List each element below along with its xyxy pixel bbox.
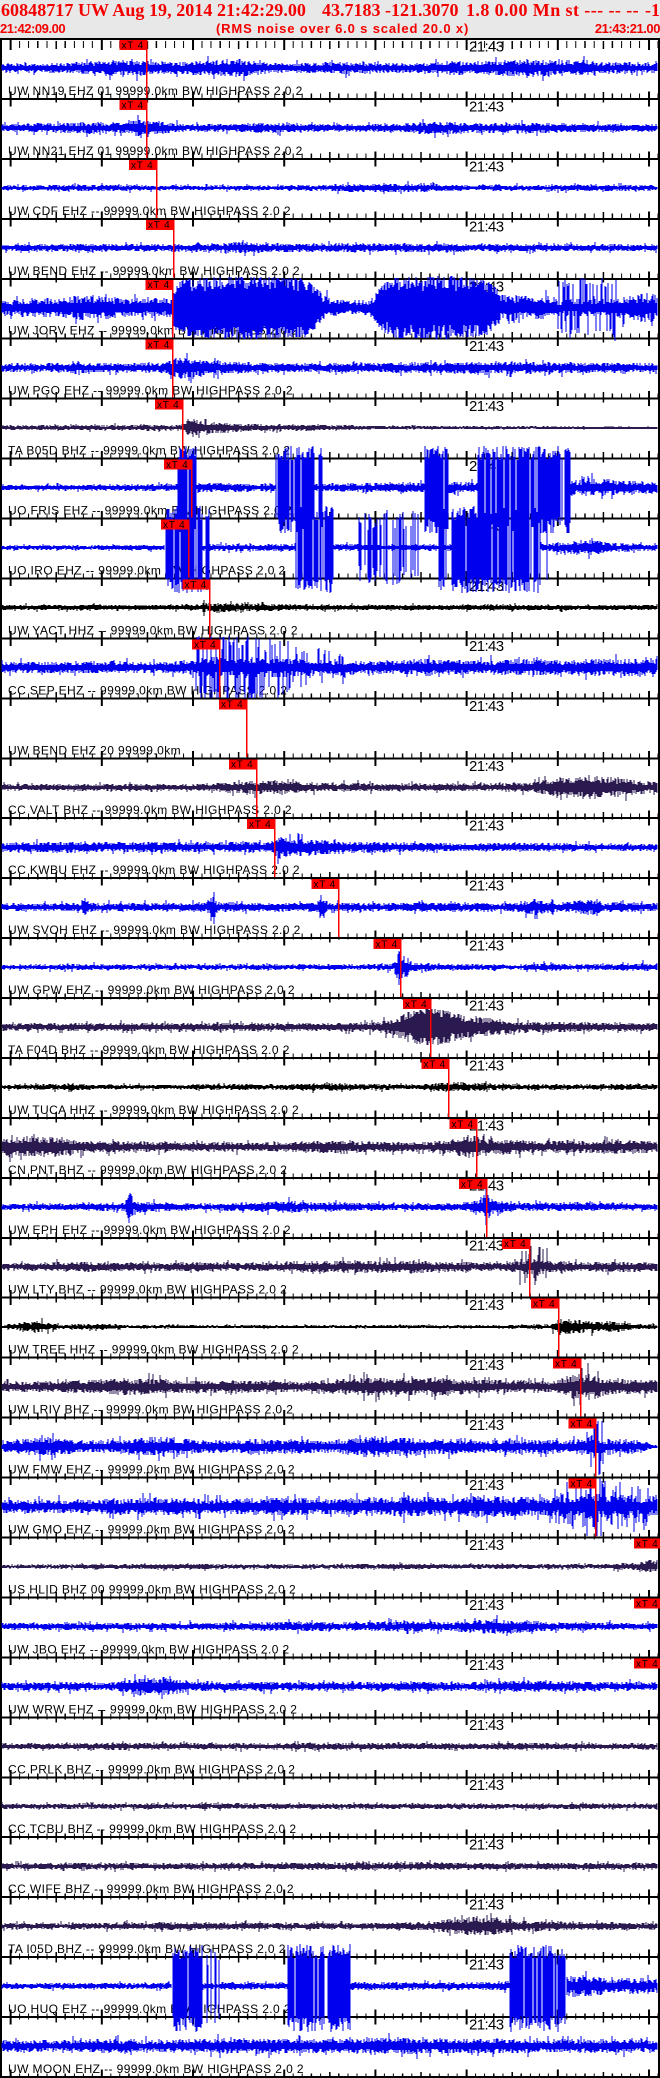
svg-text:xT 4: xT 4 (461, 1179, 483, 1190)
svg-text:21:43: 21:43 (469, 218, 504, 235)
svg-text:21:43: 21:43 (469, 1537, 504, 1554)
svg-text:xT 4: xT 4 (636, 1539, 658, 1550)
svg-text:xT 4: xT 4 (636, 1659, 658, 1670)
svg-text:xT 4: xT 4 (636, 1599, 658, 1610)
svg-text:21:43: 21:43 (469, 818, 504, 835)
svg-text:TA F04D BHZ -- 99999.0km BW H: TA F04D BHZ -- 99999.0km BW HIGHPASS 2.0… (8, 1043, 290, 1057)
svg-text:21:43: 21:43 (469, 398, 504, 415)
svg-text:UW YACT HHZ -- 99999.0km BW H: UW YACT HHZ -- 99999.0km BW HIGHPASS 2.0… (8, 623, 298, 637)
svg-text:TA B05D BHZ -- 99999.0km BW H: TA B05D BHZ -- 99999.0km BW HIGHPASS 2.0… (8, 444, 290, 458)
svg-text:CC WIFE BHZ -- 99999.0km BW H: CC WIFE BHZ -- 99999.0km BW HIGHPASS 2.0… (8, 1882, 294, 1896)
svg-text:US HLID BHZ 00 99999.0km BW H: US HLID BHZ 00 99999.0km BW HIGHPASS 2.0… (8, 1582, 296, 1596)
svg-text:21:43: 21:43 (469, 998, 504, 1015)
svg-text:21:43: 21:43 (469, 1597, 504, 1614)
svg-text:21:43: 21:43 (469, 1237, 504, 1254)
svg-text:UO HUQ EHZ -- 99999.0km BW HI: UO HUQ EHZ -- 99999.0km BW HIGHPASS 2.0 … (8, 2002, 291, 2016)
svg-text:21:43: 21:43 (469, 758, 504, 775)
svg-text:21:43: 21:43 (469, 98, 504, 115)
svg-text:UW FMW EHZ -- 99999.0km BW HI: UW FMW EHZ -- 99999.0km BW HIGHPASS 2.0 … (8, 1463, 295, 1477)
svg-text:UW CDF EHZ -- 99999.0km BW HI: UW CDF EHZ -- 99999.0km BW HIGHPASS 2.0 … (8, 204, 291, 218)
svg-text:UW TREE HHZ -- 99999.0km BW H: UW TREE HHZ -- 99999.0km BW HIGHPASS 2.0… (8, 1343, 299, 1357)
svg-text:xT 4: xT 4 (148, 280, 170, 291)
svg-text:xT 4: xT 4 (122, 40, 144, 51)
svg-text:xT 4: xT 4 (194, 640, 216, 651)
svg-text:21:43: 21:43 (469, 1357, 504, 1374)
svg-text:TA I05D BHZ -- 99999.0km BW H: TA I05D BHZ -- 99999.0km BW HIGHPASS 2.0… (8, 1942, 286, 1956)
svg-text:UW EPH EHZ -- 99999.0km BW HI: UW EPH EHZ -- 99999.0km BW HIGHPASS 2.0 … (8, 1223, 291, 1237)
svg-text:21:43: 21:43 (469, 938, 504, 955)
svg-text:xT 4: xT 4 (221, 700, 243, 711)
svg-text:xT 4: xT 4 (157, 400, 179, 411)
svg-text:CC PRLK BHZ -- 99999.0km BW H: CC PRLK BHZ -- 99999.0km BW HIGHPASS 2.0… (8, 1762, 295, 1776)
svg-text:xT 4: xT 4 (131, 160, 153, 171)
svg-text:xT 4: xT 4 (452, 1119, 474, 1130)
svg-text:xT 4: xT 4 (571, 1479, 593, 1490)
svg-text:UW JBO EHZ -- 99999.0km BW HI: UW JBO EHZ -- 99999.0km BW HIGHPASS 2.0 … (8, 1642, 290, 1656)
svg-text:21:43: 21:43 (469, 2017, 504, 2034)
svg-text:UW BEND EHZ 20 99999.0km: UW BEND EHZ 20 99999.0km (8, 743, 181, 757)
svg-text:CN PNT BHZ -- 99999.0km BW HI: CN PNT BHZ -- 99999.0km BW HIGHPASS 2.0 … (8, 1163, 287, 1177)
svg-text:UW MOON EHZ -- 99999.0km BW H: UW MOON EHZ -- 99999.0km BW HIGHPASS 2.0… (8, 2062, 304, 2076)
svg-text:UW LRIV BHZ -- 99999.0km BW H: UW LRIV BHZ -- 99999.0km BW HIGHPASS 2.0… (8, 1403, 293, 1417)
svg-text:xT 4: xT 4 (555, 1359, 577, 1370)
svg-text:21:43: 21:43 (469, 1957, 504, 1974)
svg-text:xT 4: xT 4 (163, 520, 185, 531)
svg-text:21:43: 21:43 (469, 1837, 504, 1854)
svg-text:21:43: 21:43 (469, 1897, 504, 1914)
svg-text:xT 4: xT 4 (249, 820, 271, 831)
svg-text:21:43: 21:43 (469, 338, 504, 355)
svg-text:UW NN19 EHZ 01 99999.0km BW H: UW NN19 EHZ 01 99999.0km BW HIGHPASS 2.0… (8, 84, 303, 98)
svg-text:xT 4: xT 4 (533, 1299, 555, 1310)
svg-text:UW PGO EHZ -- 99999.0km BW HI: UW PGO EHZ -- 99999.0km BW HIGHPASS 2.0 … (8, 384, 293, 398)
svg-text:21:43: 21:43 (469, 1477, 504, 1494)
svg-text:xT 4: xT 4 (314, 880, 336, 891)
svg-text:21:43: 21:43 (469, 158, 504, 175)
svg-text:CC KWBU EHZ -- 99999.0km BW H: CC KWBU EHZ -- 99999.0km BW HIGHPASS 2.0… (8, 863, 300, 877)
svg-text:21:43: 21:43 (469, 1117, 504, 1134)
svg-text:UW SVOH EHZ -- 99999.0km BW H: UW SVOH EHZ -- 99999.0km BW HIGHPASS 2.0… (8, 923, 301, 937)
svg-text:21:43: 21:43 (469, 1058, 504, 1075)
svg-text:UO FRIS EHZ -- 99999.0km BW H: UO FRIS EHZ -- 99999.0km BW HIGHPASS 2.0… (8, 504, 292, 518)
svg-text:UW GPW EHZ -- 99999.0km BW HI: UW GPW EHZ -- 99999.0km BW HIGHPASS 2.0 … (8, 983, 295, 997)
svg-text:xT 4: xT 4 (166, 460, 188, 471)
svg-text:UW LTY BHZ -- 99999.0km BW HI: UW LTY BHZ -- 99999.0km BW HIGHPASS 2.0 … (8, 1283, 287, 1297)
svg-text:UW NN21 EHZ 01 99999.0km BW H: UW NN21 EHZ 01 99999.0km BW HIGHPASS 2.0… (8, 144, 303, 158)
svg-text:xT 4: xT 4 (122, 100, 144, 111)
svg-text:21:43: 21:43 (469, 698, 504, 715)
svg-text:CC VALT BHZ -- 99999.0km BW H: CC VALT BHZ -- 99999.0km BW HIGHPASS 2.0… (8, 803, 292, 817)
svg-text:CC TCBU BHZ -- 99999.0km BW H: CC TCBU BHZ -- 99999.0km BW HIGHPASS 2.0… (8, 1822, 296, 1836)
svg-text:21:43: 21:43 (469, 39, 504, 56)
svg-text:xT 4: xT 4 (424, 1059, 446, 1070)
svg-text:xT 4: xT 4 (405, 999, 427, 1010)
svg-text:21:43: 21:43 (469, 1417, 504, 1434)
svg-text:21:43: 21:43 (469, 878, 504, 895)
svg-text:UW TUCA HHZ -- 99999.0km BW H: UW TUCA HHZ -- 99999.0km BW HIGHPASS 2.0… (8, 1103, 299, 1117)
svg-text:UW WRW EHZ -- 99999.0km BW HI: UW WRW EHZ -- 99999.0km BW HIGHPASS 2.0 … (8, 1702, 297, 1716)
svg-text:UW GMO EHZ -- 99999.0km BW HI: UW GMO EHZ -- 99999.0km BW HIGHPASS 2.0 … (8, 1523, 295, 1537)
svg-text:xT 4: xT 4 (231, 760, 253, 771)
svg-text:UO IRO EHZ -- 99999.0km BW HI: UO IRO EHZ -- 99999.0km BW HIGHPASS 2.0 … (8, 564, 286, 578)
svg-text:xT 4: xT 4 (376, 940, 398, 951)
svg-text:21:43: 21:43 (469, 1657, 504, 1674)
svg-text:21:43: 21:43 (469, 1297, 504, 1314)
svg-text:xT 4: xT 4 (148, 340, 170, 351)
svg-text:21:43: 21:43 (469, 1717, 504, 1734)
svg-text:21:43: 21:43 (469, 1777, 504, 1794)
svg-text:UW BEND EHZ -- 99999.0km BW H: UW BEND EHZ -- 99999.0km BW HIGHPASS 2.0… (8, 264, 300, 278)
svg-text:21:43: 21:43 (469, 638, 504, 655)
svg-text:xT 4: xT 4 (504, 1239, 526, 1250)
svg-text:xT 4: xT 4 (185, 580, 207, 591)
svg-text:xT 4: xT 4 (148, 220, 170, 231)
svg-text:xT 4: xT 4 (571, 1419, 593, 1430)
